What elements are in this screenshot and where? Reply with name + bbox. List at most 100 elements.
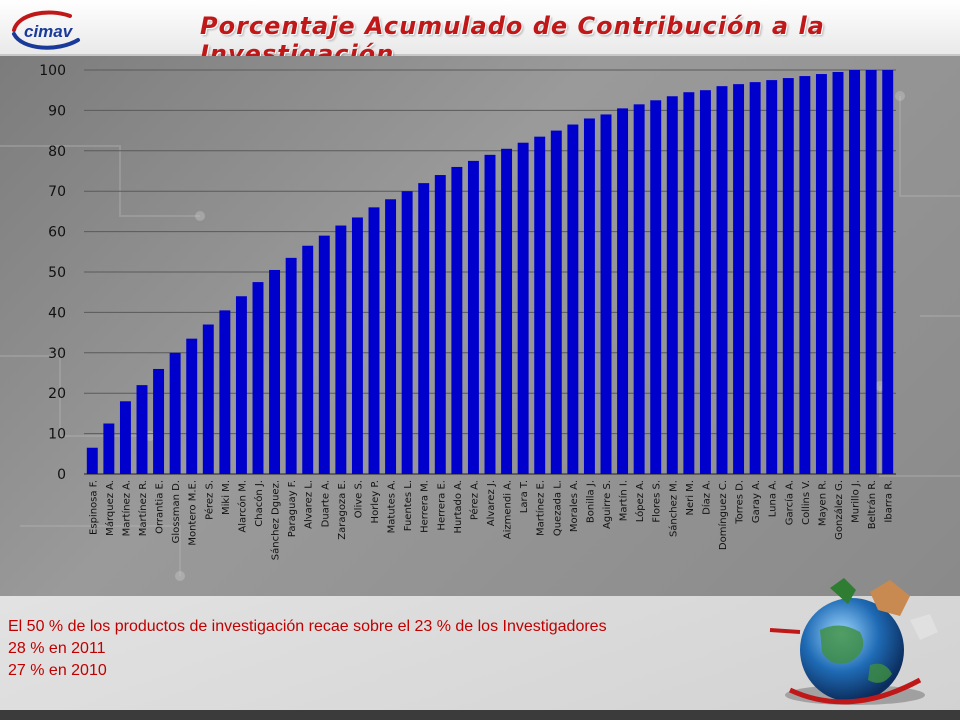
bar: [550, 130, 562, 474]
x-tick-label: Sánchez Dguez.: [270, 480, 282, 560]
x-tick-label: Luna A.: [768, 480, 779, 517]
bar: [202, 324, 214, 474]
x-tick-label: Aguirre S.: [602, 480, 613, 529]
x-tick-label: Olive S.: [353, 480, 364, 518]
x-tick-label: Quezada L.: [552, 480, 563, 536]
bars: [86, 70, 894, 475]
x-tick-label: Matutes A.: [387, 480, 398, 533]
x-tick-label: Aizmendi A.: [503, 480, 514, 539]
x-tick-label: Pérez S.: [203, 480, 215, 520]
x-tick-label: Espinosa F.: [88, 480, 99, 535]
bar: [153, 368, 165, 474]
x-tick-label: Orrantia E.: [155, 480, 166, 534]
x-tick-label: Neri M.: [685, 480, 696, 516]
bar: [716, 86, 728, 474]
bar: [335, 225, 347, 474]
bar: [368, 207, 380, 475]
x-tick-label: Martínez R.: [137, 480, 149, 536]
bar: [534, 136, 546, 474]
bar: [699, 90, 711, 474]
bar: [467, 160, 479, 474]
x-axis-labels: Espinosa F. Márquez A. Martínez A. Martínez…: [88, 480, 894, 560]
x-tick-label: Garay A.: [751, 480, 762, 523]
summary-line-1: El 50 % de los productos de investigació…: [8, 618, 607, 635]
x-tick-label: Bonilla J.: [585, 480, 596, 523]
bar: [434, 175, 446, 474]
bar: [501, 148, 513, 474]
x-tick-label: Martín I.: [618, 480, 630, 521]
bar: [103, 423, 115, 474]
summary-text: El 50 % de los productos de investigació…: [8, 616, 888, 682]
bar: [815, 74, 827, 474]
x-tick-label: Collins V.: [801, 480, 812, 525]
x-tick-label: Murillo J.: [851, 480, 862, 523]
bar: [169, 352, 181, 474]
bar: [186, 338, 198, 474]
bar: [318, 235, 330, 474]
x-tick-label: López A.: [634, 480, 646, 522]
bar: [882, 70, 894, 474]
bar: [418, 183, 430, 474]
x-tick-label: Herrera E.: [436, 480, 447, 531]
bar: [799, 76, 811, 474]
bar: [86, 447, 98, 474]
x-tick-label: Márquez A.: [104, 480, 116, 536]
x-tick-label: Morales A.: [569, 480, 580, 532]
x-tick-label: Sánchez M.: [667, 480, 679, 537]
bar: [583, 118, 595, 475]
bar: [219, 310, 231, 474]
x-tick-label: Duarte A.: [320, 480, 331, 527]
bar: [650, 100, 662, 475]
bar: [235, 296, 247, 474]
bar: [849, 70, 861, 474]
y-tick-label: 10: [48, 427, 66, 443]
page-title: Porcentaje Acumulado de Contribución a l…: [200, 12, 825, 68]
bar: [633, 104, 645, 474]
y-tick-label: 90: [48, 103, 66, 119]
y-tick-label: 20: [48, 386, 66, 402]
logo-text: cimav: [24, 22, 74, 41]
x-tick-label: Miki M.: [221, 480, 232, 515]
x-tick-label: Zaragoza E.: [337, 480, 348, 540]
x-tick-label: Glossman D.: [171, 480, 182, 543]
globe-illustration: [769, 578, 938, 705]
header-band: [0, 0, 960, 56]
bar: [617, 108, 629, 474]
x-tick-label: García A.: [783, 480, 795, 525]
bar: [766, 80, 778, 474]
bar: [351, 217, 363, 474]
x-tick-label: Alarcón M.: [236, 480, 248, 533]
y-tick-label: 60: [48, 225, 66, 241]
x-tick-label: Horley P.: [370, 480, 381, 523]
circuit-pattern: [0, 91, 960, 581]
bar: [517, 142, 529, 474]
bar: [733, 84, 745, 474]
x-tick-label: Hurtado A.: [453, 480, 464, 534]
summary-line-3: 27 % en 2010: [8, 662, 107, 679]
x-tick-label: Martínez A.: [120, 480, 132, 536]
bar: [269, 269, 281, 474]
x-tick-label: Díaz A.: [700, 480, 712, 515]
bar: [302, 245, 314, 474]
cimav-logo: cimav: [12, 10, 80, 50]
x-tick-label: Torres D.: [735, 480, 746, 525]
bar: [600, 114, 612, 474]
bar: [666, 96, 678, 474]
bar: [252, 282, 264, 474]
footer-bar: [0, 710, 960, 720]
x-tick-label: Martínez E.: [535, 480, 547, 536]
y-tick-label: 80: [48, 144, 66, 160]
bar: [451, 166, 463, 474]
summary-line-2: 28 % en 2011: [8, 640, 106, 657]
x-tick-label: Chacón J.: [253, 480, 265, 527]
x-tick-label: Flores S.: [652, 480, 663, 523]
bar: [567, 124, 579, 474]
x-tick-label: Paraguay F.: [287, 480, 298, 537]
bar-chart: 0 10 20 30 40 50 60 70 80 90 100 Espinosa F. Márque…: [39, 63, 896, 560]
x-tick-label: Alvarez L.: [304, 480, 315, 529]
bar: [136, 385, 148, 474]
x-tick-label: Herrera M.: [420, 480, 431, 533]
x-tick-label: González G.: [833, 480, 845, 540]
bar: [119, 401, 131, 474]
bar: [865, 70, 877, 474]
